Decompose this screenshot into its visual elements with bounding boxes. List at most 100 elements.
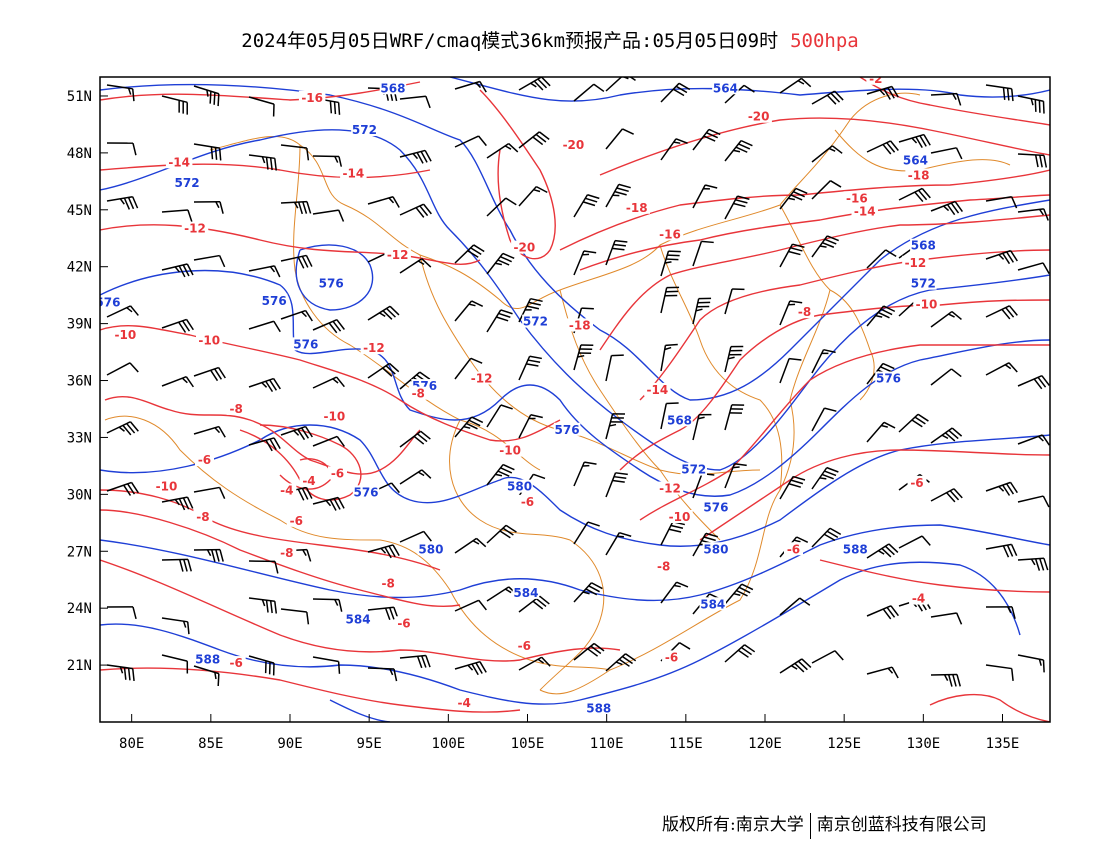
wind-barb [106, 305, 139, 318]
temperature-label: -6 [290, 514, 303, 528]
temp-contour-minus-10b [100, 489, 441, 571]
height-label: 588 [843, 542, 868, 556]
wind-barb [985, 543, 1018, 558]
wind-barb [811, 348, 836, 374]
wind-barb [605, 354, 624, 382]
wind-barb [605, 653, 637, 672]
temperature-label-bg [226, 656, 246, 670]
lon-tick-label: 120E [748, 736, 782, 752]
wind-barb [811, 407, 837, 432]
wind-barb [1017, 95, 1045, 114]
wind-barb [605, 531, 632, 556]
wind-barb [248, 320, 281, 333]
wind-barb [573, 83, 605, 102]
temperature-label-bg [226, 401, 246, 415]
temp-contour-minus-20 [479, 89, 556, 260]
temperature-label: -6 [787, 542, 800, 556]
temp-contour-minus-10c [619, 299, 1050, 471]
height-labels: 568 564 572 572 576 576 576 576 572 576 576 568 572 5… [100, 81, 937, 716]
temperature-label: -16 [301, 91, 323, 105]
lat-tick-label: 39N [67, 317, 92, 333]
temperature-label: -14 [168, 155, 190, 169]
temperature-label-bg [902, 255, 929, 269]
temp-contour-minus-8b [100, 509, 461, 608]
temp-contour-minus-16 [100, 81, 421, 101]
wind-barb [248, 154, 277, 171]
temperature-label: -8 [657, 559, 670, 573]
temperature-label: -12 [387, 248, 409, 262]
wind-barb [193, 425, 226, 438]
wind-barb [454, 357, 483, 380]
temp-contour-minus-4c [929, 693, 1050, 722]
temperature-label-bg [321, 409, 348, 423]
wind-barb [161, 95, 188, 115]
temperature-label: -6 [521, 495, 534, 509]
lat-tick-label: 21N [67, 658, 92, 674]
wind-barb [248, 377, 281, 393]
wind-barb [280, 254, 313, 269]
temperature-label-bg [745, 109, 772, 123]
wind-barb [193, 254, 226, 268]
temp-contour-minus-8c [639, 344, 1050, 521]
wind-barb [486, 252, 515, 275]
wind-barb [486, 142, 519, 159]
temperature-label-bg [153, 479, 180, 493]
wind-barb [193, 548, 224, 562]
temperature-label-bg [511, 240, 538, 254]
wind-barb [106, 362, 139, 376]
height-label: 584 [346, 612, 371, 626]
wind-barb [454, 599, 487, 612]
wind-barb [779, 658, 812, 674]
temp-contour-minus-6a [239, 424, 362, 501]
wind-barb [280, 144, 310, 161]
temperature-label: -10 [156, 480, 178, 494]
lat-tick-label: 33N [67, 430, 92, 446]
wind-barb [573, 344, 594, 371]
wind-barb [312, 496, 345, 511]
temperature-label: -2 [869, 72, 882, 86]
temperature-label: -8 [798, 305, 811, 319]
wind-barb [518, 595, 550, 613]
lon-tick-label: 85E [198, 736, 223, 752]
temp-contour-minus-20b [599, 117, 1050, 176]
wind-barb [779, 187, 808, 210]
wind-barb [193, 85, 220, 107]
wind-barb [724, 195, 750, 220]
temperature-label-bg [851, 204, 878, 218]
height-label: 564 [713, 81, 738, 95]
temperature-label: -18 [569, 318, 591, 332]
wind-barb [573, 194, 600, 218]
temperature-label: -8 [381, 576, 394, 590]
wind-barb [724, 644, 756, 663]
wind-barb [985, 305, 1018, 320]
wind-barb [985, 84, 1014, 102]
temperature-label: -20 [513, 241, 535, 255]
lon-tick-label: 80E [119, 736, 144, 752]
height-label-bg [666, 413, 693, 427]
temp-contour-minus-14a [100, 163, 431, 179]
temperature-label-bg [468, 371, 495, 385]
temp-contour-minus-4b [819, 559, 1050, 593]
temperature-label-bg [394, 616, 414, 630]
height-label: 572 [681, 463, 706, 477]
temperature-label-bg [913, 297, 940, 311]
longitude-axis-labels: 80E 85E 90E 95E 100E 105E 110E 115E 120E 125E 130E… [119, 736, 1019, 752]
temperature-label-bg [496, 443, 524, 457]
temperature-label: -20 [563, 138, 585, 152]
wind-barb [280, 309, 313, 322]
wind-barb [518, 656, 551, 671]
wind-barb [985, 664, 1014, 681]
wind-barb [811, 235, 839, 258]
temperature-label: -8 [280, 546, 293, 560]
wind-barb [248, 96, 275, 117]
wind-barb [779, 597, 811, 616]
wind-barb [518, 77, 551, 91]
temp-contour-minus-16b [579, 194, 1050, 271]
wind-barb [399, 469, 432, 485]
wind-barb [866, 85, 899, 100]
temp-contour-minus-12a [100, 224, 481, 265]
temperature-label: -4 [457, 696, 470, 710]
footer-copyright-right: 南京创蓝科技有限公司 [816, 815, 987, 835]
wind-barb [106, 421, 139, 436]
wind-barb [399, 654, 431, 669]
